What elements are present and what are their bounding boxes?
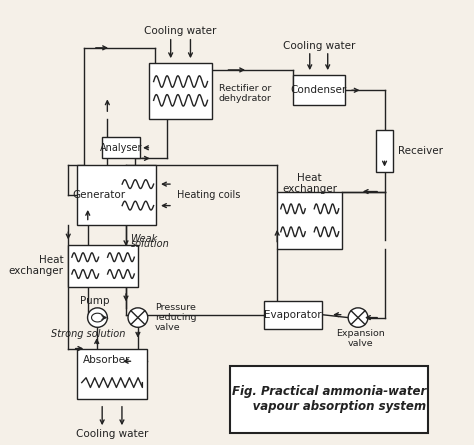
Bar: [149, 63, 212, 118]
Text: Fig. Practical ammonia-water
     vapour absorption system: Fig. Practical ammonia-water vapour abso…: [232, 385, 426, 413]
Bar: [68, 245, 138, 287]
Text: Heat
exchanger: Heat exchanger: [282, 173, 337, 194]
Text: Evaporator: Evaporator: [264, 310, 322, 320]
Circle shape: [88, 308, 107, 328]
Text: Pump: Pump: [81, 296, 110, 306]
Text: Heat
exchanger: Heat exchanger: [9, 255, 64, 276]
Text: Weak: Weak: [130, 235, 158, 244]
Bar: [230, 366, 428, 433]
Bar: [264, 301, 322, 329]
Bar: [77, 165, 156, 225]
Text: Cooling water: Cooling water: [76, 429, 148, 439]
Text: Generator: Generator: [72, 190, 125, 200]
Text: Condenser: Condenser: [291, 85, 347, 95]
Bar: [376, 129, 393, 172]
Text: Absorber: Absorber: [83, 355, 130, 365]
Text: Rectifier or
dehydrator: Rectifier or dehydrator: [219, 84, 272, 103]
Text: Heating coils: Heating coils: [177, 190, 241, 200]
Bar: [77, 348, 147, 400]
Text: solution: solution: [130, 239, 169, 249]
Circle shape: [348, 308, 368, 328]
Text: Analyser: Analyser: [100, 143, 142, 153]
Text: Expansion
valve: Expansion valve: [336, 329, 385, 348]
Bar: [277, 191, 342, 249]
Text: Cooling water: Cooling water: [145, 26, 217, 36]
Text: Strong solution: Strong solution: [51, 329, 126, 340]
Bar: [102, 137, 140, 158]
Circle shape: [128, 308, 148, 328]
Bar: [293, 75, 345, 105]
Text: Receiver: Receiver: [399, 146, 444, 156]
Text: Pressure
reducing
valve: Pressure reducing valve: [155, 303, 196, 332]
Text: Cooling water: Cooling water: [283, 41, 355, 52]
